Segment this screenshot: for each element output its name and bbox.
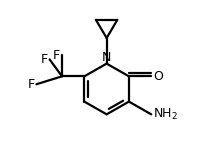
Text: F: F — [28, 78, 35, 91]
Text: O: O — [152, 70, 162, 83]
Text: N: N — [101, 51, 111, 64]
Text: F: F — [41, 53, 48, 66]
Text: F: F — [53, 49, 60, 62]
Text: NH$_2$: NH$_2$ — [152, 107, 177, 122]
